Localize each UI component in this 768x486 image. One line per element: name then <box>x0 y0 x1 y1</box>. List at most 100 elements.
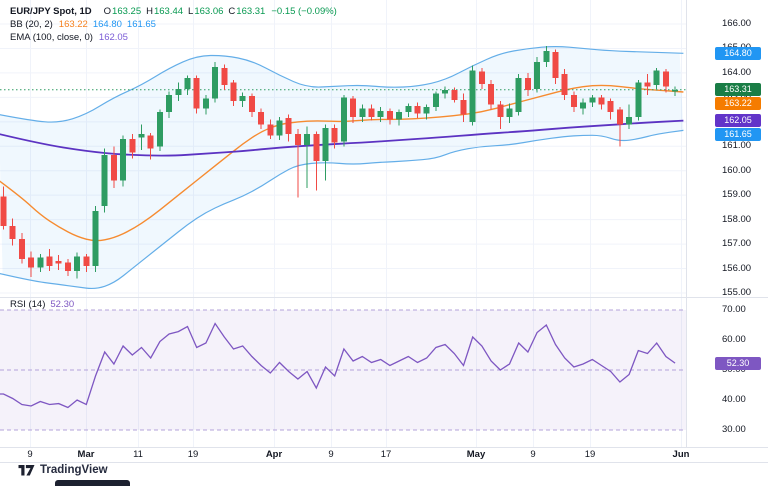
candle-body <box>55 261 62 264</box>
tradingview-logo[interactable] <box>18 464 35 476</box>
price-badge-bb-lower: 161.65 <box>715 127 761 141</box>
candle-body <box>9 225 16 240</box>
candle-body <box>359 108 366 117</box>
candle-body <box>304 134 311 146</box>
attribution-text[interactable]: TradingView <box>40 464 108 476</box>
ema-legend-row[interactable]: EMA (100, close, 0) 162.05 <box>10 31 337 44</box>
candle-body <box>184 77 191 89</box>
symbol-legend-row[interactable]: EUR/JPY Spot, 1D O163.25 H163.44 L163.06 C16… <box>10 5 337 18</box>
time-axis-label: Apr <box>265 449 283 460</box>
candle-body <box>570 94 577 108</box>
candle-body <box>258 112 265 125</box>
candle-body <box>377 110 384 117</box>
candle-body <box>672 89 679 92</box>
candle-body <box>552 52 559 78</box>
price-axis-label: 155.00 <box>722 287 752 298</box>
candle-body <box>469 70 476 122</box>
ohlc-values: O163.25 H163.44 L163.06 C163.31 <box>99 6 266 17</box>
candle-body <box>202 98 209 109</box>
chart-legend: EUR/JPY Spot, 1D O163.25 H163.44 L163.06 C16… <box>10 5 337 44</box>
time-axis-label: 11 <box>133 449 143 460</box>
ema-label: EMA (100, close, 0) <box>10 32 93 43</box>
time-axis-label: 19 <box>187 449 199 460</box>
ohlc-value: 163.31 <box>236 6 266 17</box>
candle-body <box>156 112 163 147</box>
price-axis-label: 156.00 <box>722 262 752 274</box>
time-axis-label: 17 <box>380 449 392 460</box>
indicator-value: 161.65 <box>126 19 156 30</box>
rsi-value: 52.30 <box>50 299 75 310</box>
candle-body <box>313 134 320 161</box>
candle-body <box>432 93 439 108</box>
candle-body <box>423 107 430 114</box>
candle-body <box>92 211 99 267</box>
bb-lower-line <box>0 129 684 290</box>
price-axis-label: 158.00 <box>722 213 752 225</box>
price-axis-label: 157.00 <box>722 238 752 250</box>
candle-body <box>230 82 237 102</box>
price-badge-bb-basis: 163.22 <box>715 96 761 110</box>
candle-body <box>166 94 173 113</box>
bb-upper-line <box>0 46 684 123</box>
time-axis-label: May <box>466 449 486 460</box>
candle-body <box>368 108 375 117</box>
price-badge-ema: 162.05 <box>715 114 761 128</box>
rsi-badge: 52.30 <box>715 356 761 370</box>
candle-body <box>175 88 182 95</box>
ohlc-value: 163.44 <box>153 6 184 17</box>
candle-body <box>147 135 154 149</box>
candle-body <box>497 104 504 117</box>
candle-body <box>212 66 219 99</box>
candle-body <box>46 256 53 267</box>
rsi-axis-label: 60.00 <box>722 334 746 345</box>
candle-body <box>83 256 90 267</box>
candle-body <box>524 77 531 91</box>
candle-body <box>331 127 338 143</box>
candle-body <box>129 138 136 153</box>
price-axis-label: 166.00 <box>722 18 752 29</box>
time-axis-label: 9 <box>328 449 334 460</box>
partial-element <box>55 480 130 486</box>
candle-body <box>267 124 274 136</box>
rsi-legend-row[interactable]: RSI (14) 52.30 <box>10 299 74 310</box>
time-axis-label: 19 <box>584 449 596 460</box>
rsi-label: RSI (14) <box>10 299 46 310</box>
candle-body <box>488 83 495 105</box>
candles-layer <box>0 46 679 279</box>
bb-values: 163.22 164.80 161.65 <box>59 19 161 30</box>
candle-body <box>534 61 541 89</box>
candle-body <box>285 118 292 135</box>
candle-body <box>589 97 596 103</box>
candle-body <box>598 97 605 105</box>
time-axis-label: 9 <box>530 449 536 460</box>
indicator-value: 162.05 <box>98 32 128 43</box>
candle-body <box>18 239 25 259</box>
rsi-axis-label: 70.00 <box>722 304 746 315</box>
price-axis-label: 160.00 <box>722 164 752 176</box>
candle-body <box>248 96 255 113</box>
candle-body <box>74 256 81 271</box>
candle-body <box>580 102 587 109</box>
candle-body <box>294 134 301 146</box>
ohlc-value: 163.25 <box>112 6 142 17</box>
candle-body <box>386 110 393 120</box>
candle-body <box>221 68 228 86</box>
bb-legend-row[interactable]: BB (20, 2) 163.22 164.80 161.65 <box>10 18 337 31</box>
candle-body <box>276 120 283 136</box>
ohlc-key: H <box>146 6 153 17</box>
ohlc-key: L <box>188 6 194 17</box>
candle-body <box>37 257 44 268</box>
candle-body <box>0 196 7 226</box>
candle-body <box>340 97 347 142</box>
price-axis-label: 164.00 <box>722 66 752 78</box>
price-axis-label: 159.00 <box>722 189 752 201</box>
ema-values: 162.05 <box>99 32 133 43</box>
candle-body <box>110 154 117 181</box>
candle-body <box>607 101 614 113</box>
bb-label: BB (20, 2) <box>10 19 53 30</box>
ohlc-key: O <box>103 6 112 17</box>
ohlc-value: 163.06 <box>194 6 224 17</box>
candle-body <box>561 74 568 95</box>
